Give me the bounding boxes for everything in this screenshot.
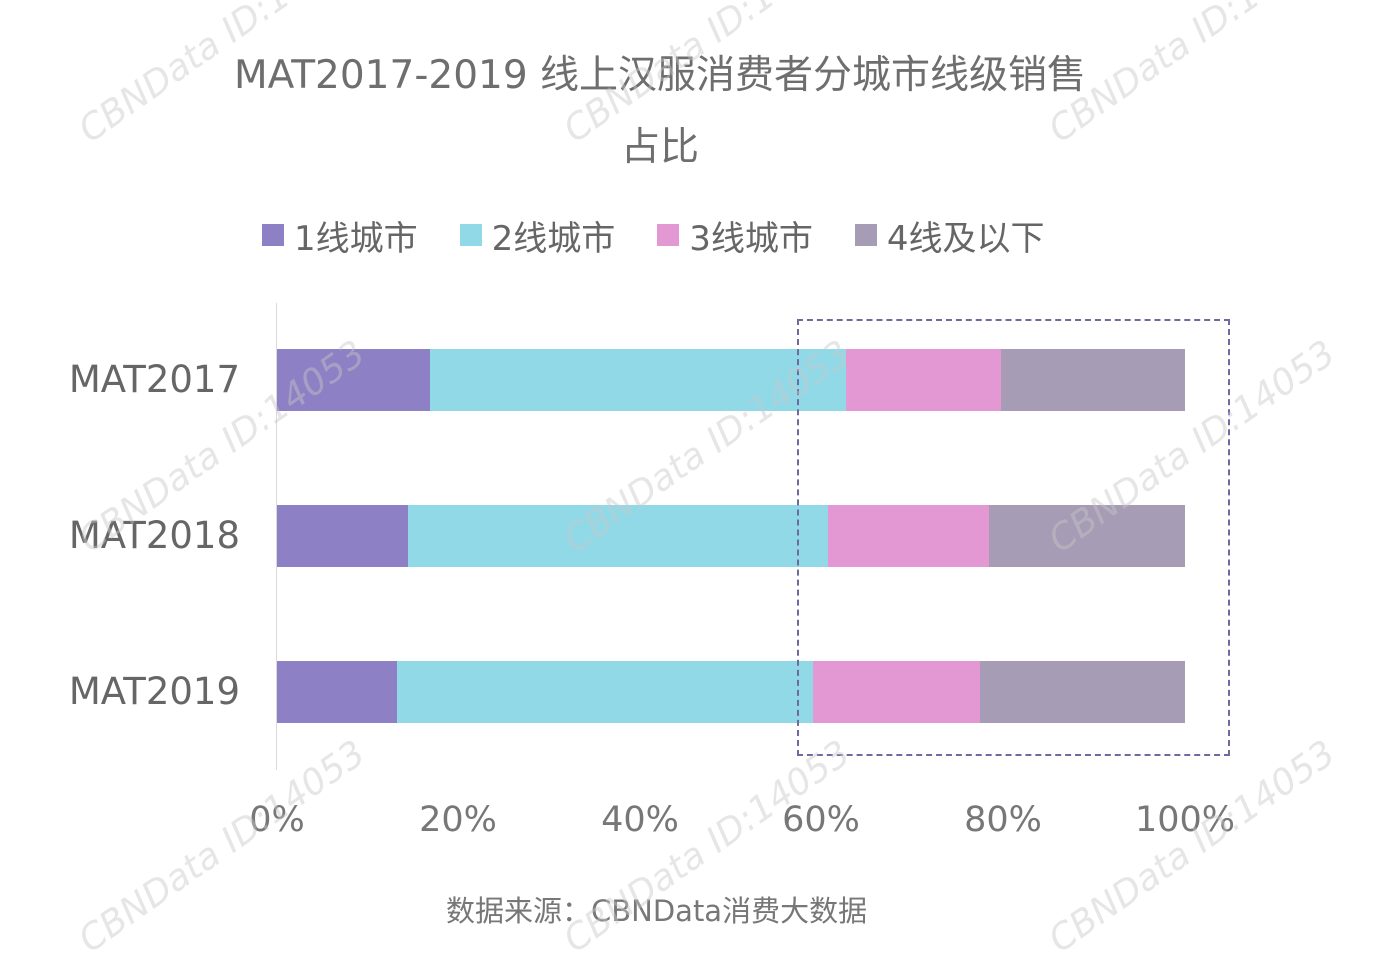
watermark: CBNData ID:14053 bbox=[71, 732, 373, 961]
bar-segment-tier2 bbox=[407, 505, 829, 567]
legend-swatch-tier1 bbox=[262, 224, 284, 246]
legend-label-tier2: 2线城市 bbox=[491, 218, 616, 259]
x-tick-20: 20% bbox=[419, 800, 497, 840]
x-tick-0: 0% bbox=[249, 800, 305, 840]
legend-swatch-tier3 bbox=[657, 224, 680, 246]
bar-segment-tier3 bbox=[828, 505, 989, 567]
bar-segment-tier2 bbox=[430, 349, 847, 411]
chart-title: MAT2017-2019 线上汉服消费者分城市线级销售 占比 bbox=[150, 40, 1170, 184]
bar-segment-tier4 bbox=[1000, 349, 1185, 411]
y-axis-line bbox=[276, 303, 277, 770]
bar-segment-tier4 bbox=[988, 505, 1185, 567]
bar-segment-tier4 bbox=[979, 661, 1185, 723]
legend-swatch-tier2 bbox=[459, 224, 482, 246]
legend-label-tier3: 3线城市 bbox=[689, 218, 813, 259]
chart-title-line-2: 占比 bbox=[620, 125, 699, 170]
legend-label-tier4: 4线及以下 bbox=[886, 218, 1045, 259]
bar-mat2017 bbox=[277, 349, 1185, 411]
legend-label-tier1: 1线城市 bbox=[294, 218, 418, 259]
bar-segment-tier2 bbox=[396, 661, 813, 723]
watermark: CBNData ID:14053 bbox=[1041, 732, 1343, 961]
bar-segment-tier1 bbox=[277, 661, 397, 723]
bar-mat2018 bbox=[277, 505, 1185, 567]
x-tick-40: 40% bbox=[601, 800, 679, 840]
category-label-mat2017: MAT2017 bbox=[68, 358, 240, 401]
bar-segment-tier3 bbox=[846, 349, 1001, 411]
legend: 1线城市 2线城市 3线城市 4线及以下 bbox=[262, 210, 1087, 260]
category-label-mat2018: MAT2018 bbox=[68, 514, 240, 557]
highlight-dashed-box bbox=[797, 319, 1230, 756]
legend-swatch-tier4 bbox=[854, 224, 877, 246]
legend-item-tier3: 3线城市 bbox=[657, 211, 813, 260]
legend-item-tier4: 4线及以下 bbox=[854, 211, 1045, 260]
legend-item-tier2: 2线城市 bbox=[459, 211, 616, 260]
x-tick-100: 100% bbox=[1134, 800, 1236, 840]
bar-segment-tier1 bbox=[277, 505, 408, 567]
bar-segment-tier1 bbox=[277, 349, 431, 411]
category-label-mat2019: MAT2019 bbox=[68, 670, 240, 713]
x-tick-80: 80% bbox=[964, 800, 1042, 840]
x-tick-60: 60% bbox=[782, 800, 860, 840]
bar-segment-tier3 bbox=[812, 661, 980, 723]
data-source-note: 数据来源：CBNData消费大数据 bbox=[446, 894, 868, 928]
chart-title-line-1: MAT2017-2019 线上汉服消费者分城市线级销售 bbox=[233, 53, 1087, 98]
legend-item-tier1: 1线城市 bbox=[262, 211, 418, 260]
bar-mat2019 bbox=[277, 661, 1185, 723]
